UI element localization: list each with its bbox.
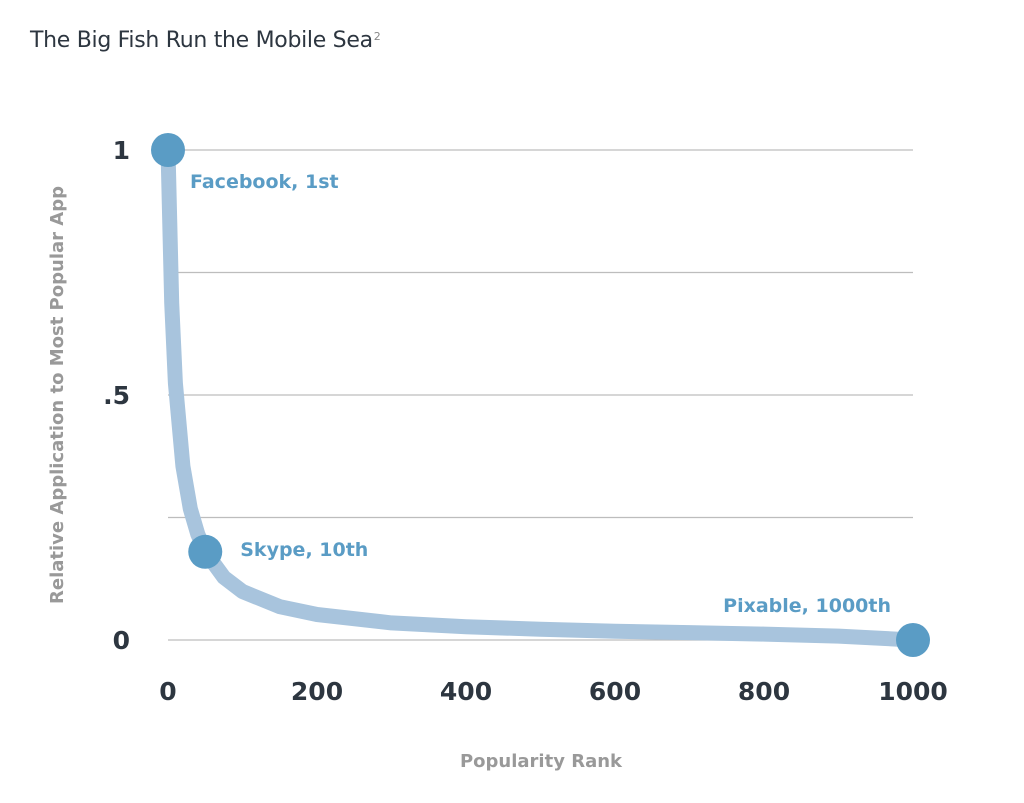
x-tick-label: 1000	[878, 677, 948, 706]
title-footnote-marker: 2	[373, 30, 381, 43]
x-tick-label: 0	[159, 677, 176, 706]
x-tick-label: 400	[440, 677, 492, 706]
data-label: Pixable, 1000th	[723, 595, 891, 617]
y-tick-label: 1	[113, 136, 130, 165]
data-point-facebook	[151, 133, 185, 167]
series-line	[160, 142, 921, 648]
x-tick-label: 600	[589, 677, 641, 706]
x-tick-label: 800	[738, 677, 790, 706]
y-axis-label: Relative Application to Most Popular App	[47, 186, 68, 604]
data-point-skype	[188, 534, 223, 569]
data-label: Skype, 10th	[240, 539, 368, 561]
x-tick-label: 200	[291, 677, 343, 706]
data-label: Facebook, 1st	[190, 171, 339, 193]
chart-title: The Big Fish Run the Mobile Sea2	[30, 28, 381, 53]
x-axis-label: Popularity Rank	[460, 751, 623, 772]
y-tick-label: 0	[113, 626, 130, 655]
y-tick-label: .5	[103, 381, 130, 410]
chart-title-text: The Big Fish Run the Mobile Sea	[30, 28, 373, 53]
data-point-pixable	[896, 623, 930, 657]
